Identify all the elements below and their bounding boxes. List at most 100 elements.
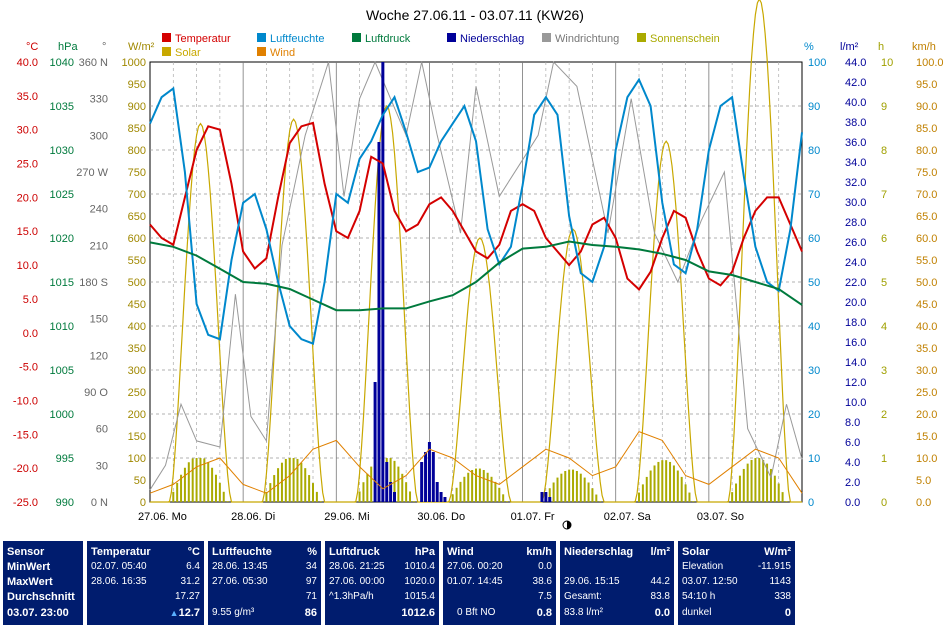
tick-solar: 950 [128, 79, 146, 91]
moon-phase-half [567, 521, 571, 529]
tick-wind: 90.0 [916, 101, 937, 113]
sonnenschein-bar [735, 483, 738, 502]
sonnenschein-bar [292, 458, 295, 502]
solar-title: Solar [682, 546, 710, 558]
hum-max-value: 97 [305, 576, 317, 587]
tick-sunshine: 4 [881, 321, 887, 333]
sonnenschein-bar [688, 492, 691, 502]
tick-sunshine: 2 [881, 409, 887, 421]
x-tick-label: 30.06. Do [417, 511, 465, 523]
tick-solar: 550 [128, 255, 146, 267]
wind-max-time: 01.07. 14:45 [447, 576, 503, 587]
elevation-label: Elevation [682, 561, 724, 572]
tick-sunshine: 8 [881, 145, 887, 157]
sonnenschein-bar [583, 477, 586, 502]
sonnenschein-bar [645, 476, 648, 502]
sonnenschein-bar [684, 484, 687, 502]
tick-wind: 20.0 [916, 409, 937, 421]
rain-max-time: 29.06. 15:15 [564, 576, 620, 587]
tick-direction: 270 W [76, 167, 108, 179]
tick-sunshine: 6 [881, 233, 887, 245]
niederschlag-bar [431, 452, 435, 502]
pressure-unit: hPa [414, 546, 435, 558]
tick-pressure: 1000 [50, 409, 74, 421]
solar-current-value: 0 [784, 607, 791, 619]
sonnenschein-bar [389, 458, 392, 502]
sonnenschein-bar [397, 466, 400, 502]
axis-unit-direction: ° [102, 41, 106, 53]
sonnenschein-bar [459, 481, 462, 502]
sonnenschein-bar [463, 476, 466, 502]
tick-sunshine: 1 [881, 453, 887, 465]
tick-temperature: 10.0 [17, 260, 38, 272]
tick-humidity: 10 [808, 453, 820, 465]
sonnenschein-bar [746, 463, 749, 502]
sonnenschein-bar [288, 458, 291, 502]
tick-rain: 14.0 [845, 357, 866, 369]
tick-rain: 0.0 [845, 497, 860, 509]
wind-min-time: 27.06. 00:20 [447, 561, 503, 572]
tick-rain: 34.0 [845, 157, 866, 169]
x-tick-label: 29.06. Mi [324, 511, 369, 523]
tick-sunshine: 5 [881, 277, 887, 289]
sonnenschein-bar [641, 484, 644, 502]
sonnenschein-bar [265, 491, 268, 502]
tick-humidity: 60 [808, 233, 820, 245]
tick-sunshine: 7 [881, 189, 887, 201]
sonnenschein-bar [595, 494, 598, 502]
sensor-title: Sensor [7, 546, 45, 558]
niederschlag-bar [385, 462, 389, 502]
tick-temperature: 40.0 [17, 57, 38, 69]
niederschlag-bar [443, 497, 447, 502]
tick-solar: 700 [128, 189, 146, 201]
niederschlag-bar [389, 482, 393, 502]
sonnenschein-bar [758, 458, 761, 502]
tick-wind: 95.0 [916, 79, 937, 91]
legend-swatch-7 [257, 47, 266, 56]
tick-wind: 50.0 [916, 277, 937, 289]
sonnenschein-bar [657, 461, 660, 502]
niederschlag-bar [540, 492, 544, 502]
temperature-panel: Temperatur °C 02.07. 05:40 6.4 28.06. 16:3… [87, 541, 204, 625]
sonnenschein-bar [498, 487, 501, 502]
tick-rain: 4.0 [845, 457, 860, 469]
sonnenschein-bar [649, 470, 652, 502]
tick-solar: 350 [128, 343, 146, 355]
tick-wind: 80.0 [916, 145, 937, 157]
sonnenschein-bar [393, 460, 396, 502]
sonnenschein-bar [467, 472, 470, 502]
hum-avg-value: 71 [305, 591, 317, 602]
tick-rain: 10.0 [845, 397, 866, 409]
sonnenschein-bar [552, 482, 555, 502]
pressure-panel: Luftdruck hPa 28.06. 21:25 1010.4 27.06. 0… [325, 541, 439, 625]
sonnenschein-bar [692, 501, 695, 502]
sonnenschein-bar [661, 460, 664, 502]
tick-direction: 90 O [84, 387, 108, 399]
tick-humidity: 100 [808, 57, 826, 69]
series-windrichtung [149, 60, 803, 491]
sonnenschein-bar [308, 475, 311, 502]
sonnenschein-bar [214, 474, 217, 502]
legend-label-0: Temperatur [175, 33, 231, 45]
sonnenschein-bar [211, 467, 214, 502]
tick-pressure: 1020 [50, 233, 74, 245]
tick-rain: 22.0 [845, 277, 866, 289]
tick-temperature: -5.0 [19, 362, 38, 374]
tick-wind: 45.0 [916, 299, 937, 311]
series-luftdruck [149, 240, 803, 312]
sonnenschein-bar [183, 467, 186, 502]
tick-temperature: 35.0 [17, 91, 38, 103]
temperature-title: Temperatur [91, 546, 151, 558]
rain-title: Niederschlag [564, 546, 634, 558]
sonnenschein-bar [591, 488, 594, 502]
tick-pressure: 990 [56, 497, 74, 509]
wind-panel: Wind km/h 27.06. 00:20 0.0 01.07. 14:45 38.… [443, 541, 556, 625]
tick-temperature: -15.0 [13, 429, 38, 441]
temp-avg-value: 17.27 [174, 591, 200, 602]
sonnenschein-bar [412, 501, 415, 502]
sonnenschein-bar [486, 472, 489, 502]
tick-rain: 12.0 [845, 377, 866, 389]
press-max-time: 27.06. 00:00 [329, 576, 385, 587]
sonnenschein-bar [665, 460, 668, 502]
rain-current-label: 83.8 l/m² [564, 607, 603, 618]
